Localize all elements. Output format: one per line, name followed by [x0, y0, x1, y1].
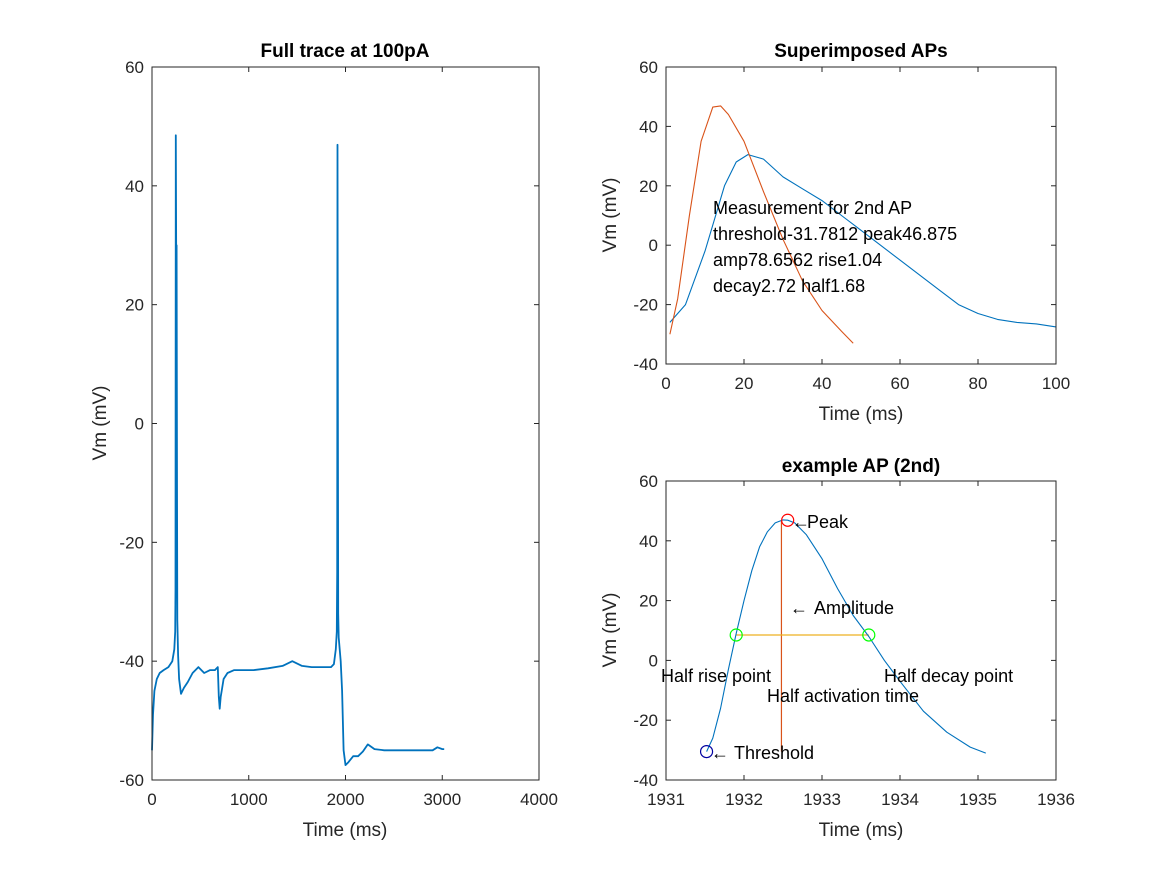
y-tick-label: -40 [633, 771, 658, 790]
annotation-half-rise: Half rise point [661, 666, 771, 686]
y-tick-label: 60 [125, 58, 144, 77]
y-tick-label: 0 [649, 236, 658, 255]
peak-arrow-icon: ← [792, 512, 810, 532]
panel-title: example AP (2nd) [782, 456, 940, 477]
amplitude-arrow-icon: ← [790, 598, 808, 618]
x-tick-label: 60 [891, 374, 910, 393]
x-tick-label: 4000 [520, 790, 558, 809]
y-tick-label: -20 [633, 711, 658, 730]
y-tick-label: -40 [119, 652, 144, 671]
panel-full-trace: Full trace at 100pA 0 1000 2000 3000 4000 -60… [90, 41, 558, 841]
x-axis-label: Time (ms) [303, 820, 388, 841]
threshold-arrow-icon: ← [711, 743, 729, 763]
y-tick-label: -20 [633, 296, 658, 315]
measurement-line-2: threshold-31.7812 peak46.875 [713, 224, 957, 244]
y-tick-label: 60 [639, 472, 658, 491]
x-tick-label: 1932 [725, 790, 763, 809]
panel-example-ap: example AP (2nd) 1931 1932 1933 1934 1935 193… [600, 456, 1075, 841]
y-tick-label: 40 [639, 532, 658, 551]
axes-box [665, 66, 1057, 365]
panel-title: Full trace at 100pA [261, 41, 430, 62]
measurement-line-1: Measurement for 2nd AP [713, 198, 912, 218]
x-tick-label: 2000 [327, 790, 365, 809]
x-tick-label: 3000 [423, 790, 461, 809]
x-tick-label: 1933 [803, 790, 841, 809]
x-tick-label: 0 [661, 374, 670, 393]
y-tick-label: 20 [125, 296, 144, 315]
measurement-line-3: amp78.6562 rise1.04 [713, 250, 882, 270]
annotation-peak: Peak [807, 512, 849, 532]
panel-title: Superimposed APs [774, 41, 948, 62]
x-tick-label: 1931 [647, 790, 685, 809]
y-tick-label: 60 [639, 58, 658, 77]
x-axis-label: Time (ms) [819, 404, 904, 425]
x-tick-label: 80 [969, 374, 988, 393]
peak-marker [781, 513, 795, 527]
annotation-threshold: Threshold [734, 743, 814, 763]
x-tick-label: 1936 [1037, 790, 1075, 809]
axes-box [665, 480, 1057, 781]
series-line-1 [151, 134, 445, 766]
series-line-2 [669, 105, 854, 344]
y-tick-label: -40 [633, 355, 658, 374]
y-tick-label: -20 [119, 533, 144, 552]
x-tick-label: 20 [735, 374, 754, 393]
half-decay-marker [862, 628, 876, 642]
panel-superimposed-aps: Superimposed APs 0 20 40 60 80 100 -40 -20 0 20 40… [600, 41, 1070, 425]
y-tick-label: 0 [649, 651, 658, 670]
annotation-half-decay: Half decay point [884, 666, 1013, 686]
y-tick-label: 20 [639, 177, 658, 196]
x-tick-label: 1000 [230, 790, 268, 809]
y-axis-label: Vm (mV) [600, 593, 621, 668]
x-tick-label: 40 [813, 374, 832, 393]
threshold-marker [699, 744, 714, 759]
y-tick-label: -60 [119, 771, 144, 790]
annotation-half-activation: Half activation time [767, 686, 919, 706]
series-line-1 [669, 154, 1057, 328]
x-axis-label: Time (ms) [819, 820, 904, 841]
x-tick-label: 0 [147, 790, 156, 809]
y-axis-label: Vm (mV) [600, 178, 621, 253]
half-rise-marker [729, 628, 743, 642]
x-tick-label: 1934 [881, 790, 919, 809]
y-axis-label: Vm (mV) [90, 386, 111, 461]
series-line-1 [706, 519, 986, 754]
measurement-line-4: decay2.72 half1.68 [713, 276, 865, 296]
y-tick-label: 0 [135, 415, 144, 434]
axes-box [151, 66, 540, 781]
x-tick-label: 1935 [959, 790, 997, 809]
annotation-amplitude: Amplitude [814, 598, 894, 618]
y-tick-label: 40 [125, 177, 144, 196]
y-tick-label: 20 [639, 592, 658, 611]
x-tick-label: 100 [1042, 374, 1070, 393]
y-tick-label: 40 [639, 117, 658, 136]
